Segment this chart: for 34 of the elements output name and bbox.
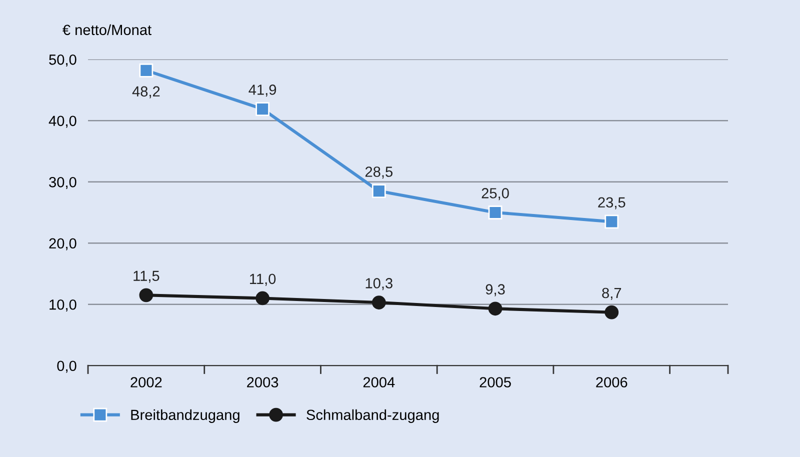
data-label: 28,5 — [365, 166, 392, 179]
y-axis-title: € netto/Monat — [62, 24, 152, 36]
x-tick-label: 2006 — [596, 377, 628, 388]
y-tick-label: 20,0 — [49, 238, 76, 250]
y-tick-label: 40,0 — [48, 116, 76, 128]
data-label: 48,2 — [132, 86, 160, 98]
legend-label: Schmalband-zugang — [306, 409, 439, 423]
data-label: 11,0 — [250, 274, 276, 286]
data-label: 23,5 — [598, 197, 626, 210]
y-tick-label: 50,0 — [49, 54, 76, 67]
point — [604, 214, 619, 229]
data-label: 9,3 — [486, 284, 505, 296]
data-label: 25,0 — [482, 188, 509, 200]
x-tick-label: 2002 — [130, 377, 162, 388]
point — [139, 288, 154, 302]
data-label: 8,7 — [602, 288, 622, 300]
point — [139, 63, 154, 78]
legend-label: Breitbandzugang — [131, 409, 240, 423]
data-label: 41,9 — [248, 84, 276, 97]
y-tick-label: 0,0 — [57, 360, 76, 373]
y-tick-label: 30,0 — [49, 176, 76, 190]
point — [256, 102, 270, 116]
point — [604, 305, 619, 320]
point — [372, 296, 386, 310]
y-tick-label: 10,0 — [50, 299, 76, 312]
data-label: 11,5 — [134, 270, 160, 283]
x-tick-label: 2004 — [363, 377, 395, 388]
point — [488, 302, 502, 316]
data-label: 10,3 — [366, 278, 392, 290]
point — [256, 291, 270, 306]
point — [488, 206, 502, 220]
x-tick-label: 2005 — [480, 377, 511, 388]
point — [372, 184, 386, 198]
x-tick-label: 2003 — [247, 377, 278, 388]
